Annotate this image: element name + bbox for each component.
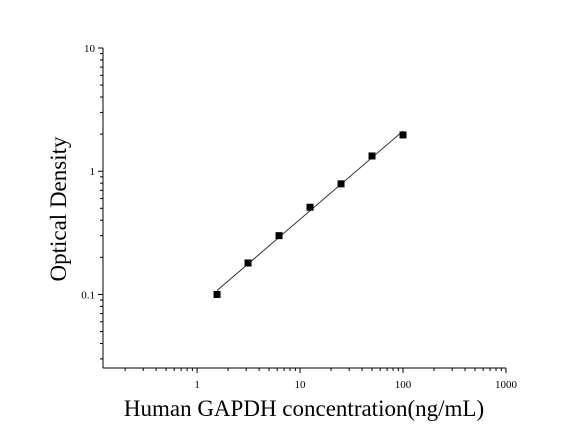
y-tick-label: 1 <box>90 166 96 178</box>
y-axis-title: Optical Density <box>46 136 71 281</box>
x-tick-label: 1 <box>194 379 200 391</box>
x-tick-label: 100 <box>395 379 412 391</box>
data-point <box>275 232 283 240</box>
data-point <box>213 290 221 298</box>
data-point <box>306 203 314 211</box>
data-point <box>244 259 252 267</box>
x-tick-label: 1000 <box>495 379 518 391</box>
data-point <box>399 131 407 139</box>
x-tick-label: 10 <box>295 379 307 391</box>
y-tick-label: 10 <box>84 43 96 55</box>
data-point <box>368 152 376 160</box>
x-axis-title: Human GAPDH concentration(ng/mL) <box>124 396 484 421</box>
y-tick-label: 0.1 <box>81 289 95 301</box>
data-point <box>337 180 345 188</box>
